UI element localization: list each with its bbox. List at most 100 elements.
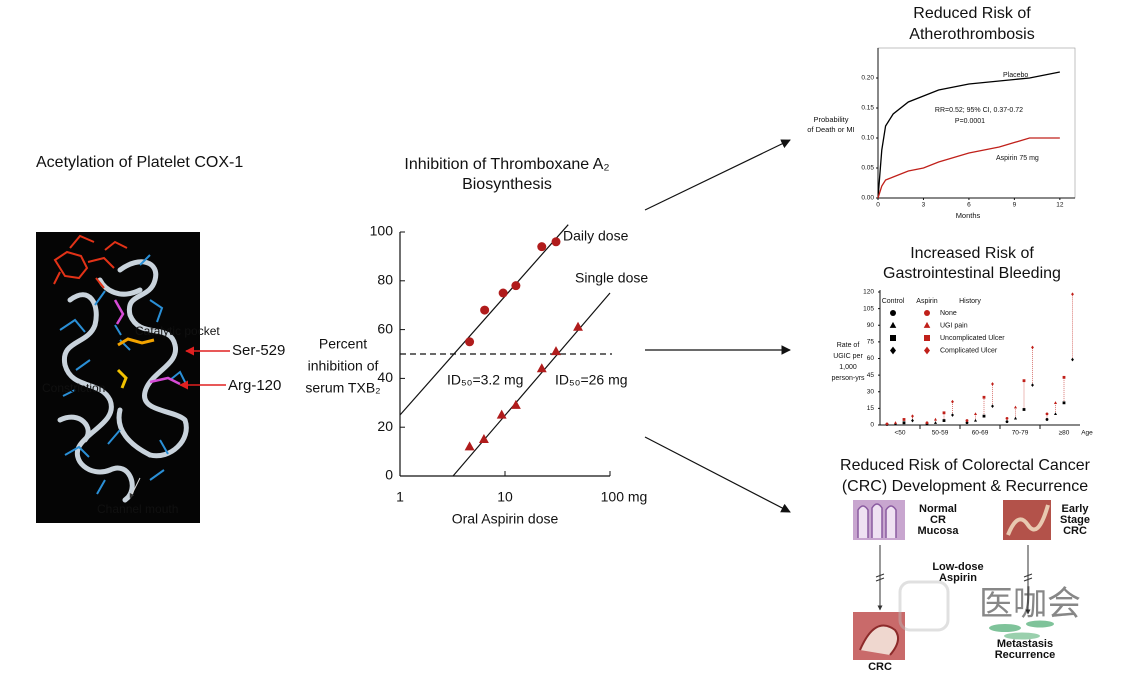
stage-label: Recurrence bbox=[995, 649, 1056, 661]
series-label: Aspirin 75 mg bbox=[996, 155, 1039, 162]
series-label: Daily dose bbox=[563, 228, 629, 244]
stage-label: Early bbox=[1062, 503, 1090, 515]
y-tick-label: 0.15 bbox=[861, 105, 874, 112]
legend-label: Uncomplicated Ulcer bbox=[940, 335, 1005, 342]
flow-arrow bbox=[644, 139, 791, 211]
chart-title: Gastrointestinal Bleeding bbox=[883, 265, 1061, 282]
cox-structure-image bbox=[36, 232, 200, 523]
series-label: Single dose bbox=[575, 270, 648, 286]
y-tick-label: 0.00 bbox=[861, 195, 874, 202]
legend-header: History bbox=[959, 298, 981, 305]
stage-label: Metastasis bbox=[997, 638, 1053, 650]
data-point bbox=[537, 242, 547, 252]
data-point bbox=[464, 441, 475, 451]
y-tick-label: 0 bbox=[385, 467, 393, 483]
y-tick-label: 0.10 bbox=[861, 135, 874, 142]
x-tick-label: 6 bbox=[967, 202, 971, 209]
data-point bbox=[1013, 405, 1018, 409]
data-point bbox=[925, 421, 929, 425]
structure-label: Constriction bbox=[42, 381, 105, 395]
stage-label: Stage bbox=[1060, 514, 1090, 526]
x-tick-label: 12 bbox=[1056, 202, 1064, 209]
treatment-label: Low-dose bbox=[932, 561, 983, 573]
data-point bbox=[498, 288, 508, 298]
data-point bbox=[982, 395, 986, 399]
data-point bbox=[1071, 357, 1074, 362]
y-axis-label: person-yrs bbox=[831, 375, 865, 382]
data-point bbox=[902, 418, 906, 421]
legend-marker bbox=[924, 335, 930, 341]
y-axis-label: Percent bbox=[319, 336, 367, 352]
legend-marker bbox=[890, 310, 896, 316]
flow-arrow bbox=[644, 436, 791, 513]
annotation: ID₅₀=26 mg bbox=[555, 372, 628, 388]
data-point bbox=[1053, 412, 1058, 416]
data-point bbox=[991, 382, 994, 386]
x-axis-label: Age bbox=[1081, 430, 1093, 437]
data-point bbox=[1005, 420, 1009, 424]
watermark-logo bbox=[898, 580, 950, 632]
data-point bbox=[510, 399, 521, 409]
y-axis-label: of Death or MI bbox=[807, 125, 855, 134]
data-point bbox=[1005, 416, 1009, 420]
x-tick-label: 1 bbox=[396, 489, 404, 505]
data-point bbox=[965, 419, 969, 422]
data-point bbox=[478, 434, 489, 443]
data-point bbox=[893, 421, 898, 424]
crc-images bbox=[853, 500, 1054, 660]
x-tick-label: 9 bbox=[1013, 202, 1017, 209]
y-axis-label: inhibition of bbox=[308, 358, 379, 374]
x-tick-label: 3 bbox=[922, 202, 926, 209]
legend-label: Complicated Ulcer bbox=[940, 347, 998, 354]
legend-marker bbox=[889, 321, 897, 328]
data-point bbox=[1031, 383, 1034, 387]
stage-label: CRC bbox=[1063, 525, 1087, 537]
data-point bbox=[942, 419, 946, 422]
treatment-label: Aspirin bbox=[939, 572, 977, 584]
data-point bbox=[1053, 401, 1058, 404]
chart-title: Inhibition of Thromboxane A₂ bbox=[404, 156, 609, 173]
y-tick-label: 20 bbox=[377, 418, 393, 434]
y-tick-label: 0.05 bbox=[861, 165, 874, 172]
data-point bbox=[902, 421, 906, 425]
data-point bbox=[951, 399, 954, 404]
y-tick-label: 100 bbox=[370, 223, 394, 239]
x-tick-label: 0 bbox=[876, 202, 880, 209]
chart-title: Biosynthesis bbox=[462, 176, 552, 193]
legend-marker bbox=[924, 310, 930, 316]
y-tick-label: 40 bbox=[377, 369, 393, 385]
data-point bbox=[1045, 412, 1049, 416]
data-point bbox=[496, 409, 507, 419]
structure-label: Channel mouth bbox=[97, 502, 178, 516]
structure-label: Catalytic pocket bbox=[135, 324, 220, 338]
annotation: P=0.0001 bbox=[955, 118, 985, 125]
panel-title: Acetylation of Platelet COX-1 bbox=[36, 154, 243, 171]
stage-label: CRC bbox=[868, 661, 892, 673]
data-point bbox=[933, 417, 938, 421]
data-point bbox=[911, 414, 914, 418]
y-tick-label: 0.20 bbox=[861, 75, 874, 82]
data-point bbox=[1071, 292, 1074, 297]
data-point bbox=[885, 422, 889, 426]
legend-marker bbox=[924, 346, 930, 355]
legend-label: None bbox=[940, 310, 957, 317]
structure-label: Ser-529 bbox=[232, 342, 285, 359]
data-point bbox=[465, 337, 475, 347]
legend-label: UGI pain bbox=[940, 322, 968, 329]
series-line bbox=[877, 137, 1060, 199]
legend-marker bbox=[890, 346, 896, 355]
data-point bbox=[951, 413, 954, 417]
data-point bbox=[1062, 401, 1066, 405]
annotation: RR=0.52; 95% CI, 0.37-0.72 bbox=[935, 107, 1023, 114]
y-tick-label: 105 bbox=[863, 305, 874, 312]
chart-title: Atherothrombosis bbox=[909, 26, 1034, 43]
y-tick-label: 15 bbox=[867, 405, 875, 412]
x-axis-label: Months bbox=[956, 211, 981, 220]
structure-label: Arg-120 bbox=[228, 377, 281, 394]
y-tick-label: 60 bbox=[377, 320, 393, 336]
x-tick-label: ≥80 bbox=[1059, 430, 1070, 437]
y-tick-label: 30 bbox=[867, 388, 875, 395]
data-point bbox=[1022, 379, 1026, 383]
data-point bbox=[536, 363, 547, 373]
panel-title: (CRC) Development & Recurrence bbox=[842, 478, 1088, 495]
